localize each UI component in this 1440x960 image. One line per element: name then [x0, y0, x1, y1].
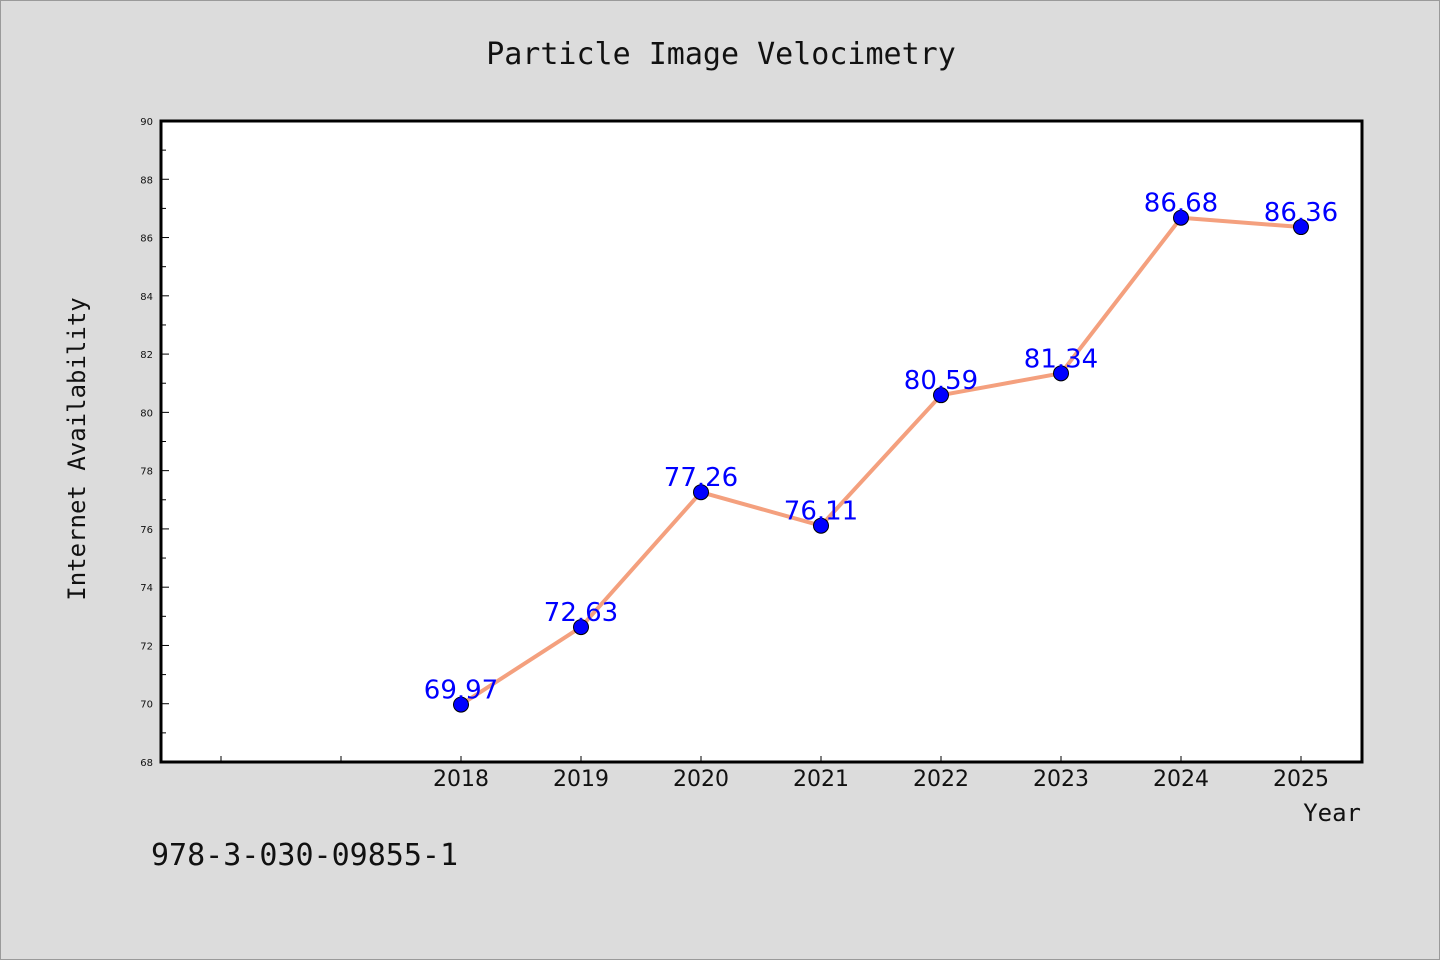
data-point	[933, 387, 949, 404]
y-tick-label: 72	[140, 641, 153, 652]
chart-title: Particle Image Velocimetry	[486, 37, 956, 72]
x-tick-label: 2025	[1273, 767, 1329, 792]
y-tick-label: 70	[140, 700, 153, 711]
x-tick-label: 2022	[913, 767, 969, 792]
data-point	[1173, 209, 1189, 226]
data-point	[693, 484, 709, 501]
y-tick-label: 90	[140, 117, 153, 128]
data-label: 77.26	[664, 463, 738, 493]
data-label: 86.36	[1264, 198, 1338, 228]
y-axis-label: Internet Availability	[63, 297, 91, 600]
data-point	[1053, 365, 1069, 382]
x-tick-label: 2024	[1153, 767, 1209, 792]
data-label: 80.59	[904, 366, 978, 396]
x-axis-ticks: 2018 2019 2020 2021 2022 2023 2024 2025	[220, 756, 1329, 792]
data-label: 81.34	[1024, 344, 1098, 374]
series-line	[459, 215, 1303, 707]
data-label: 86.68	[1144, 189, 1218, 219]
data-label: 76.11	[784, 497, 858, 527]
data-point	[453, 696, 469, 713]
y-tick-label: 68	[140, 758, 153, 769]
data-point	[813, 517, 829, 534]
y-tick-label: 78	[140, 467, 153, 478]
y-tick-label: 74	[140, 583, 153, 594]
y-tick-label: 82	[140, 350, 153, 361]
x-tick-label: 2021	[793, 767, 849, 792]
x-axis-label: Year	[1303, 799, 1361, 827]
y-tick-label: 86	[140, 234, 153, 245]
data-label: 69.97	[424, 676, 498, 706]
series-group: 69.97 72.63 77.26 76.11 80.59 81.34 86.68 86.36	[424, 189, 1338, 713]
y-tick-label: 76	[140, 525, 153, 536]
y-tick-label: 80	[140, 408, 153, 419]
isbn-annotation: 978-3-030-09855-1	[151, 838, 458, 873]
y-tick-label: 88	[140, 175, 153, 186]
y-axis-ticks: 68 70 72 74 76 78 80 82 84 86 88 90	[140, 117, 169, 769]
x-tick-label: 2020	[673, 767, 729, 792]
plot-area	[159, 119, 1364, 764]
y-tick-label: 84	[140, 292, 153, 303]
x-tick-label: 2018	[433, 767, 489, 792]
x-tick-label: 2023	[1033, 767, 1089, 792]
data-point	[1293, 219, 1309, 236]
data-label: 72.63	[544, 598, 618, 628]
x-tick-label: 2019	[553, 767, 609, 792]
data-point	[573, 619, 589, 636]
